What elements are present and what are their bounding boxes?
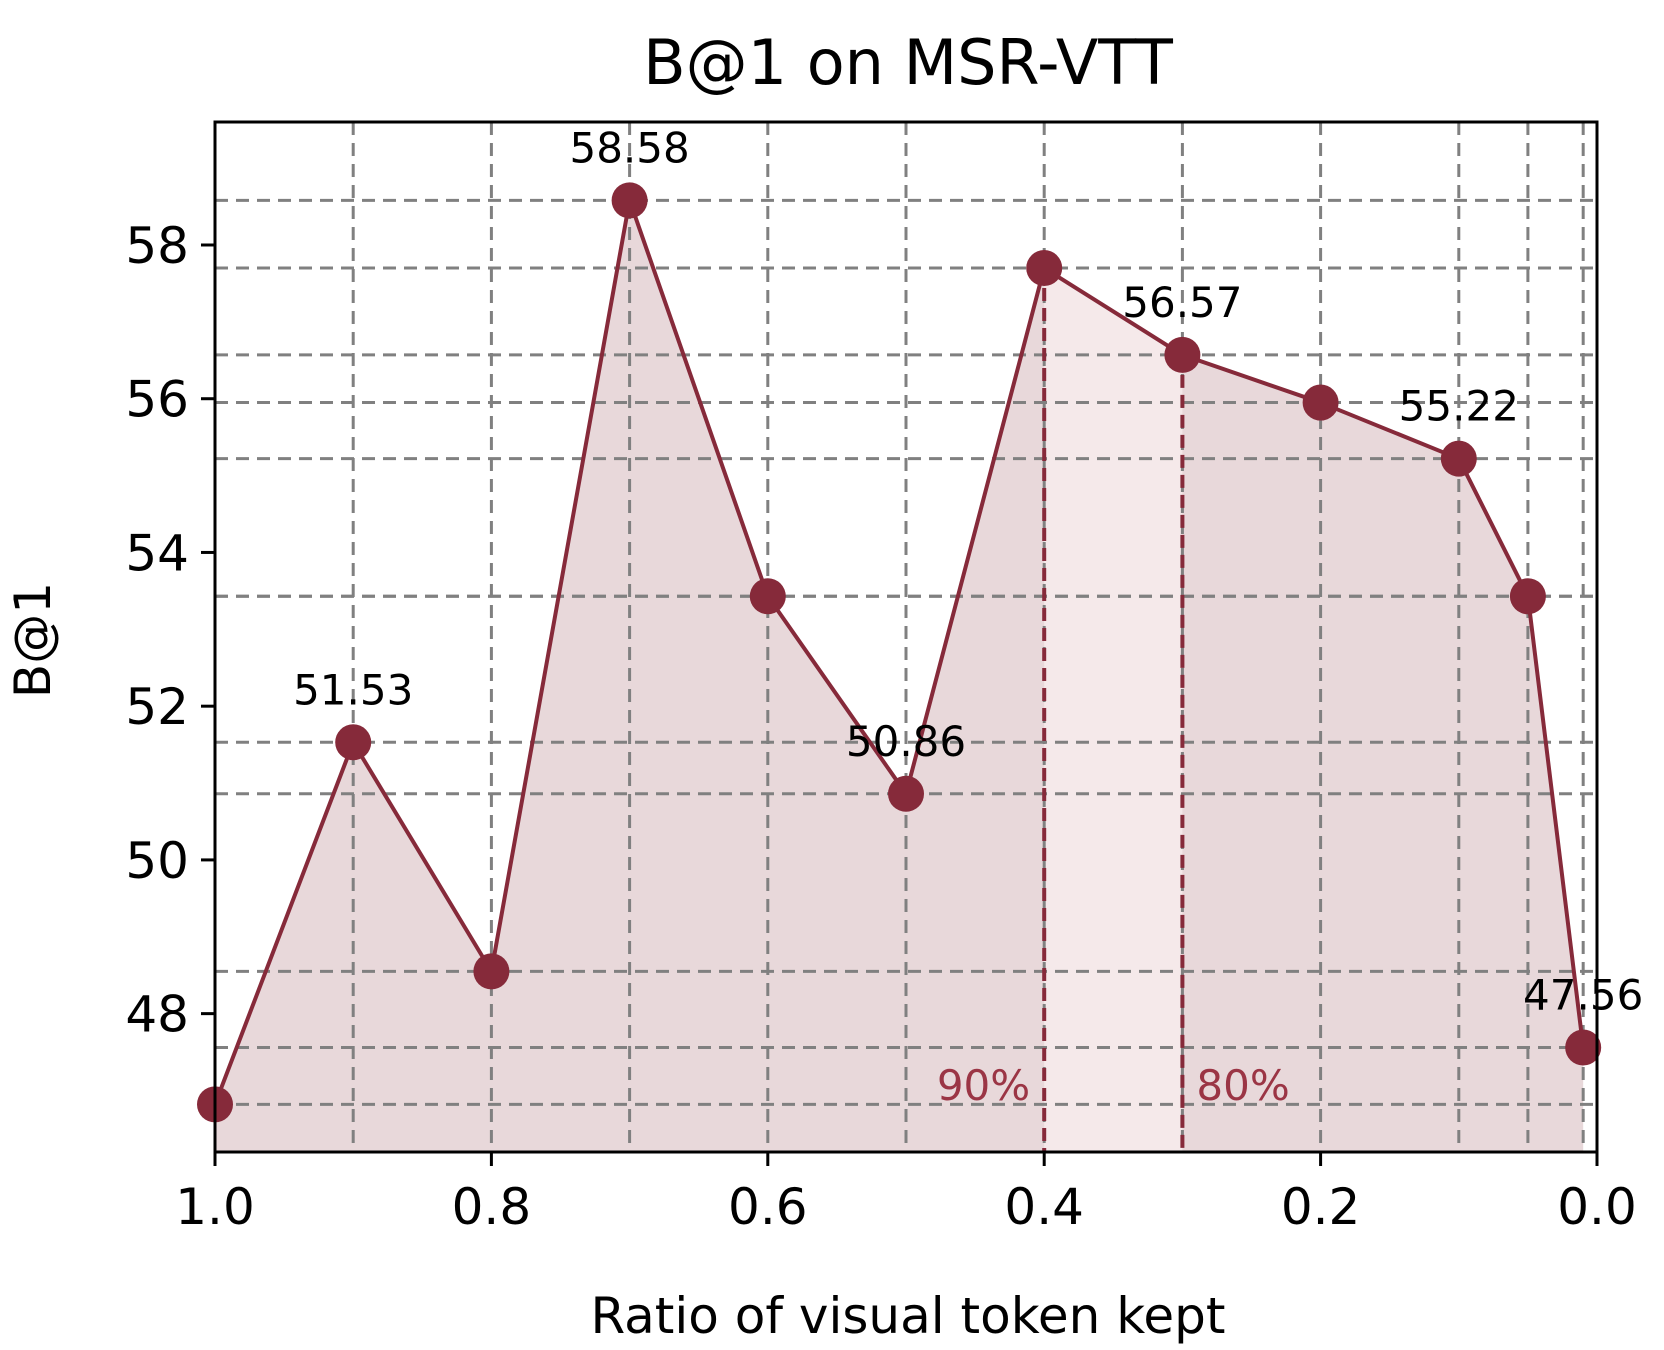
data-label: 51.53 — [293, 665, 413, 714]
data-label: 58.58 — [569, 123, 689, 172]
data-label: 47.56 — [1523, 970, 1643, 1019]
y-tick-label: 54 — [125, 524, 189, 582]
data-points — [197, 182, 1602, 1123]
data-label: 55.22 — [1399, 382, 1519, 431]
chart-title: B@1 on MSR-VTT — [643, 26, 1174, 99]
data-label: 56.57 — [1122, 278, 1242, 327]
highlight-band — [1044, 268, 1183, 1152]
series-polyline — [213, 198, 1586, 1106]
data-point — [611, 182, 648, 219]
data-point — [473, 953, 510, 990]
x-tick-label: 1.0 — [175, 1178, 255, 1236]
data-label: 50.86 — [846, 717, 966, 766]
data-point — [1026, 250, 1063, 287]
y-tick-label: 50 — [125, 832, 189, 890]
x-axis-label: Ratio of visual token kept — [591, 1287, 1226, 1345]
data-labels: 51.53 58.58 50.86 56.57 55.22 47.56 — [293, 123, 1643, 1019]
data-point — [888, 775, 924, 812]
x-tick-label: 0.6 — [728, 1178, 808, 1236]
area-fill — [215, 200, 1584, 1153]
data-point — [335, 724, 372, 761]
x-tick-label: 0.8 — [452, 1178, 532, 1236]
y-tick-label: 52 — [125, 678, 189, 736]
axis-ticks: 1.0 0.8 0.6 0.4 0.2 0.0 48 50 52 54 56 58 — [125, 217, 1636, 1236]
series-line — [213, 198, 1586, 1106]
y-tick-label: 56 — [125, 371, 189, 429]
plot-frame — [213, 120, 1599, 1154]
x-tick-label: 0.4 — [1004, 1178, 1084, 1236]
y-tick-label: 58 — [125, 217, 189, 275]
threshold-markers: 90% 80% — [937, 268, 1290, 1152]
data-point — [749, 578, 786, 615]
data-point — [1302, 384, 1339, 421]
threshold-label: 80% — [1196, 1061, 1289, 1110]
x-tick-label: 0.0 — [1557, 1178, 1637, 1236]
threshold-label: 90% — [937, 1061, 1030, 1110]
data-point — [1509, 578, 1546, 615]
data-point — [1440, 440, 1477, 477]
data-point — [1164, 336, 1201, 373]
y-tick-label: 48 — [125, 986, 189, 1044]
x-tick-label: 0.2 — [1281, 1178, 1361, 1236]
data-point — [1565, 1029, 1602, 1066]
area-fill-polygon — [215, 200, 1584, 1153]
y-axis-label: B@1 — [4, 582, 62, 698]
